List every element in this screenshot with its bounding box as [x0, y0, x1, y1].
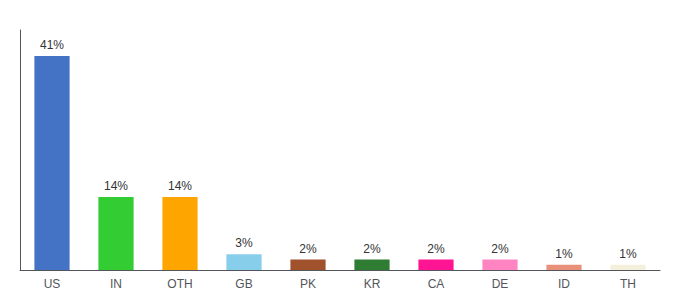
svg-text:1%: 1% [619, 247, 637, 261]
svg-text:3%: 3% [235, 236, 253, 250]
svg-text:ID: ID [558, 277, 570, 291]
svg-text:2%: 2% [299, 242, 317, 256]
svg-text:IN: IN [110, 277, 122, 291]
svg-text:1%: 1% [555, 247, 573, 261]
svg-text:2%: 2% [491, 242, 509, 256]
svg-text:14%: 14% [168, 179, 192, 193]
svg-text:CA: CA [428, 277, 445, 291]
svg-text:DE: DE [492, 277, 509, 291]
svg-text:14%: 14% [104, 179, 128, 193]
svg-text:US: US [44, 277, 61, 291]
svg-text:GB: GB [235, 277, 252, 291]
svg-text:TH: TH [620, 277, 636, 291]
svg-text:OTH: OTH [167, 277, 192, 291]
svg-text:PK: PK [300, 277, 316, 291]
svg-text:2%: 2% [363, 242, 381, 256]
svg-text:41%: 41% [40, 38, 64, 52]
svg-text:2%: 2% [427, 242, 445, 256]
svg-text:KR: KR [364, 277, 381, 291]
